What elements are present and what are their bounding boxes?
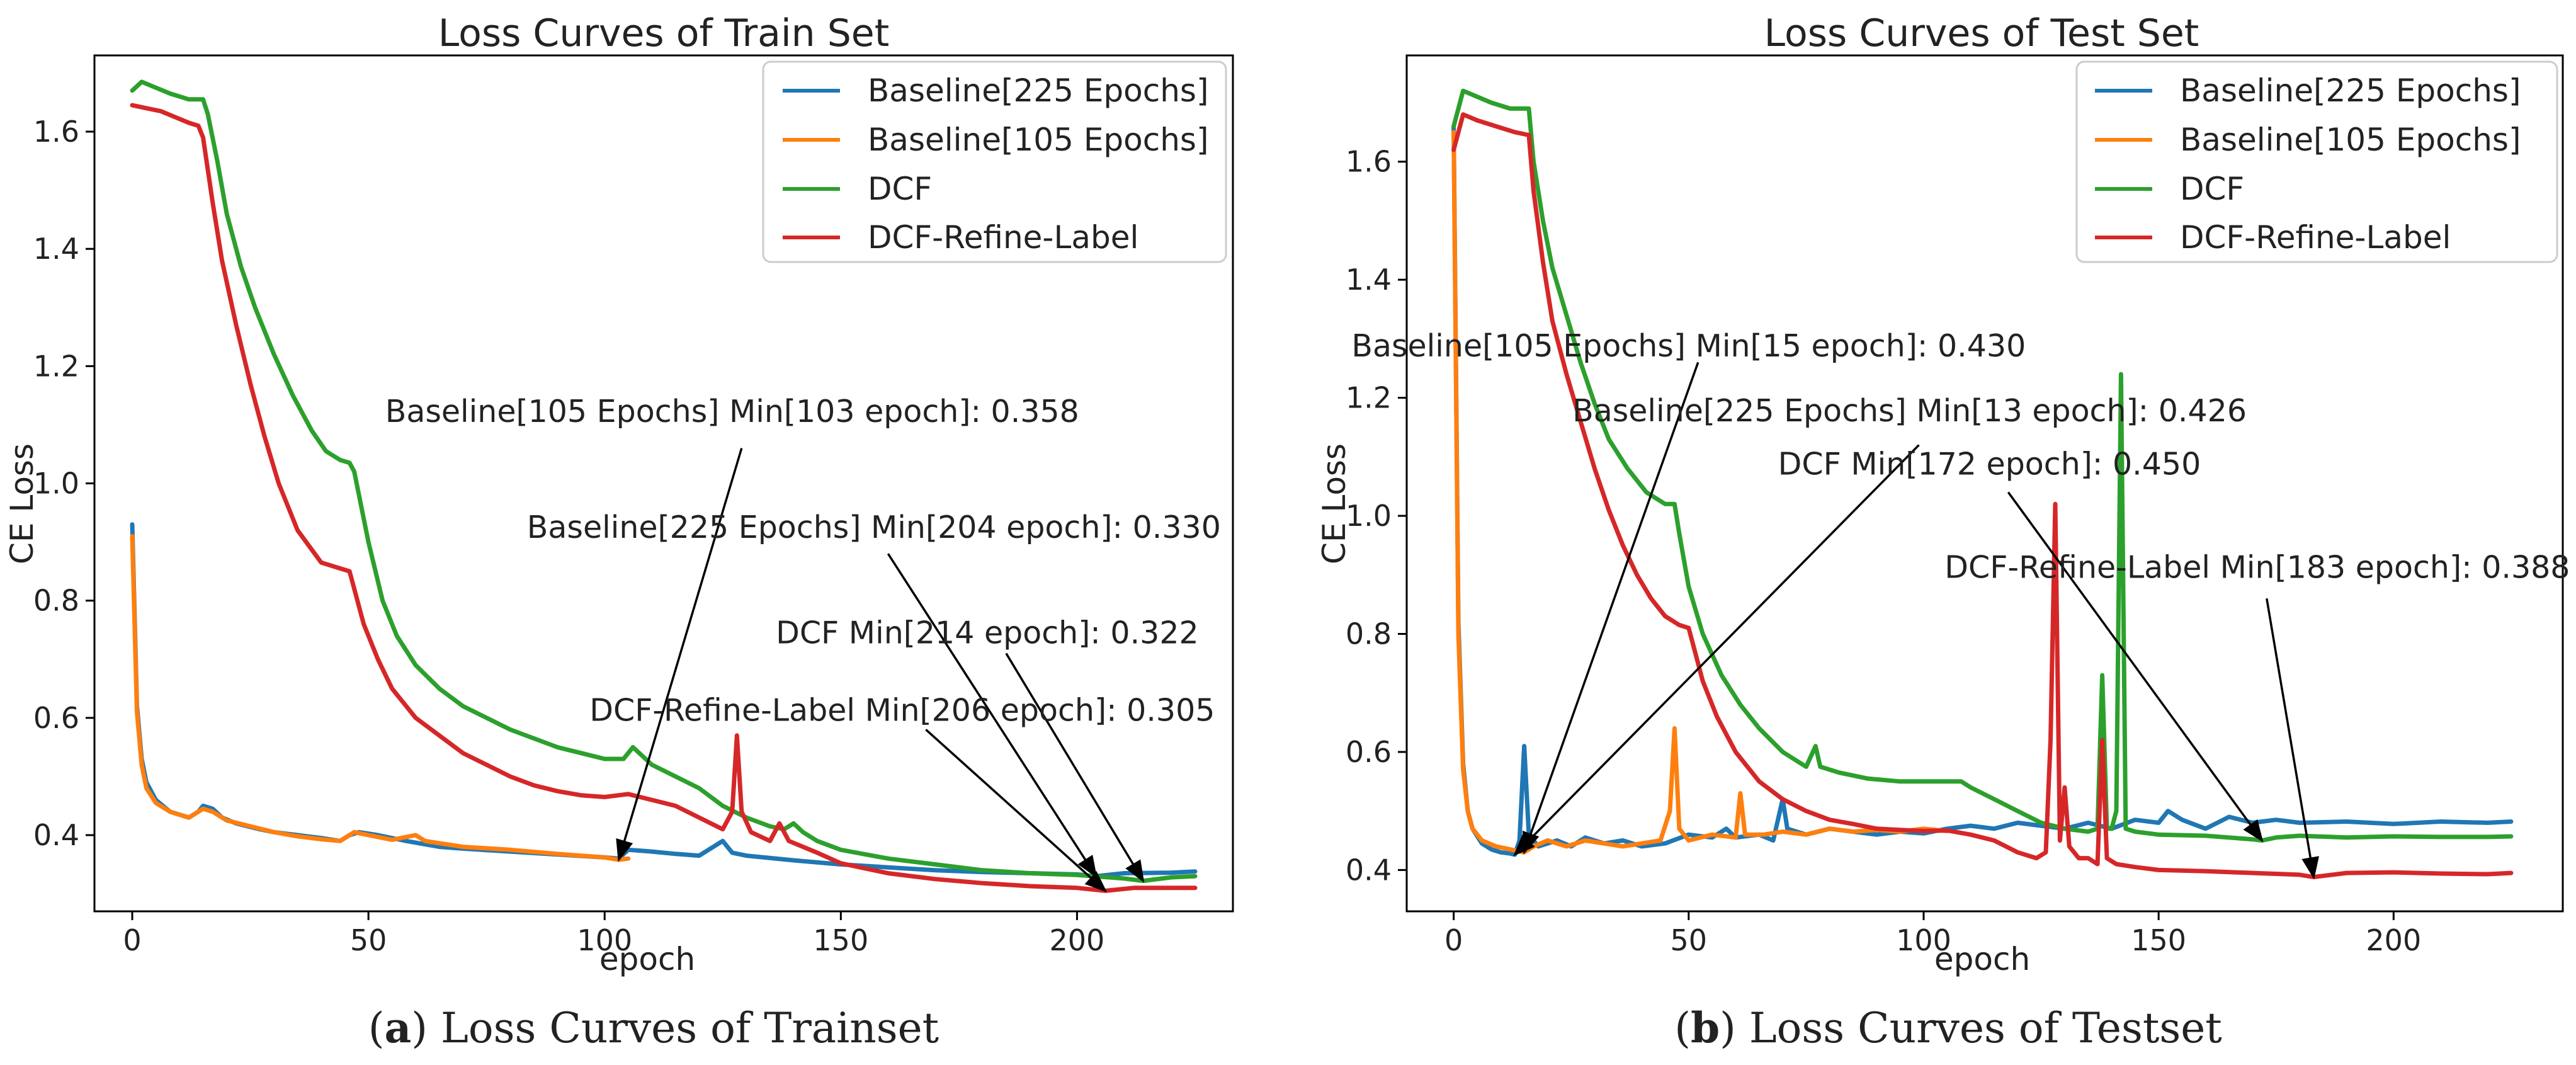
test-annotation-label: DCF-Refine-Label Min[183 epoch]: 0.388 xyxy=(1944,549,2570,585)
test-x-tick-label: 150 xyxy=(2131,923,2186,957)
train-caption: (a) Loss Curves of Trainset xyxy=(368,1003,939,1052)
test-legend-label-baseline105: Baseline[105 Epochs] xyxy=(2180,122,2521,158)
test-x-tick-label: 100 xyxy=(1896,923,1951,957)
test-caption-text: Loss Curves of Testset xyxy=(1749,1004,2222,1052)
train-series-dcf-refine xyxy=(130,103,1198,893)
test-annotation-arrow xyxy=(2007,491,2264,843)
train-x-tick-label: 0 xyxy=(123,923,141,957)
train-annotation-arrow xyxy=(1005,652,1145,883)
train-y-tick-label: 1.0 xyxy=(33,467,79,501)
test-annotation-label: DCF Min[172 epoch]: 0.450 xyxy=(1778,446,2201,482)
test-y-tick-label: 1.2 xyxy=(1346,381,1392,415)
test-annotation-arrow xyxy=(2266,598,2320,880)
train-legend-label-baseline105: Baseline[105 Epochs] xyxy=(868,122,1208,158)
train-legend-label-dcf: DCF xyxy=(868,171,932,207)
train-legend-label-dcf-refine: DCF-Refine-Label xyxy=(868,219,1138,256)
test-annotation-label: Baseline[105 Epochs] Min[15 epoch]: 0.43… xyxy=(1351,328,2026,364)
test-y-tick-label: 0.4 xyxy=(1346,853,1392,887)
train-x-tick-label: 200 xyxy=(1050,923,1105,957)
train-annotations-group: Baseline[105 Epochs] Min[103 epoch]: 0.3… xyxy=(385,394,1221,892)
test-x-tick-label: 0 xyxy=(1444,923,1463,957)
train-series-baseline105 xyxy=(130,533,631,862)
train-series-group xyxy=(130,79,1198,893)
train-y-tick-label: 0.8 xyxy=(33,584,79,618)
test-legend-label-baseline225: Baseline[225 Epochs] xyxy=(2180,72,2521,109)
train-y-axis-label: CE Loss xyxy=(4,443,40,564)
train-series-dcf xyxy=(130,79,1198,884)
test-annotation-arrow xyxy=(1522,362,1699,855)
train-caption-label: a xyxy=(385,1003,412,1052)
test-plot-frame xyxy=(1405,54,2564,913)
train-axis-ticks: 0 50 100 150 200 0.4 0.6 0.8 1.0 1.2 1.4 1.6 xyxy=(33,115,1104,957)
train-annotation-label: DCF Min[214 epoch]: 0.322 xyxy=(776,615,1199,651)
test-series-baseline105 xyxy=(1451,130,1949,855)
test-x-tick-label: 200 xyxy=(2366,923,2421,957)
test-y-tick-label: 1.4 xyxy=(1346,263,1392,297)
test-caption-label: b xyxy=(1691,1003,1720,1052)
test-loss-chart: Loss Curves of Test Set 0 50 100 150 2000.40… xyxy=(1316,11,2570,1052)
test-legend-box xyxy=(2075,60,2558,263)
test-series-dcf xyxy=(1451,88,2514,843)
test-y-tick-label: 1.0 xyxy=(1346,499,1392,533)
test-axis-ticks: 0 50 100 150 200 0.4 0.6 0.8 1.0 1.2 1.4 1.6 xyxy=(1346,145,2421,957)
train-x-axis-label: epoch xyxy=(599,941,695,977)
train-legend-box xyxy=(762,60,1227,263)
train-annotation-arrow xyxy=(925,729,1108,892)
train-y-tick-label: 0.4 xyxy=(33,818,79,852)
train-y-tick-label: 1.6 xyxy=(33,115,79,149)
test-legend-label-dcf: DCF xyxy=(2180,171,2244,207)
train-y-tick-label: 1.2 xyxy=(33,349,79,383)
train-annotation-arrow xyxy=(887,553,1098,879)
train-y-tick-label: 1.4 xyxy=(33,232,79,266)
train-caption-text: Loss Curves of Trainset xyxy=(441,1004,939,1052)
train-y-tick-label: 0.6 xyxy=(33,701,79,735)
train-annotation-label: Baseline[105 Epochs] Min[103 epoch]: 0.3… xyxy=(385,394,1079,430)
train-x-tick-label: 100 xyxy=(577,923,632,957)
train-x-tick-label: 150 xyxy=(813,923,868,957)
test-x-axis-label: epoch xyxy=(1934,941,2030,977)
test-legend-label-dcf-refine: DCF-Refine-Label xyxy=(2180,219,2451,256)
test-y-axis-label: CE Loss xyxy=(1316,443,1353,564)
test-x-tick-label: 50 xyxy=(1671,923,1708,957)
test-annotation-label: Baseline[225 Epochs] Min[13 epoch]: 0.42… xyxy=(1572,393,2247,429)
test-caption: (b) Loss Curves of Testset xyxy=(1674,1003,2222,1052)
test-y-tick-label: 1.6 xyxy=(1346,145,1392,179)
train-chart-title: Loss Curves of Train Set xyxy=(438,11,889,55)
test-annotations-group: Baseline[105 Epochs] Min[15 epoch]: 0.43… xyxy=(1351,328,2570,880)
train-legend-label-baseline225: Baseline[225 Epochs] xyxy=(868,72,1208,109)
test-y-tick-label: 0.6 xyxy=(1346,735,1392,769)
train-legend: Baseline[225 Epochs] Baseline[105 Epochs… xyxy=(762,60,1227,263)
train-x-tick-label: 50 xyxy=(350,923,387,957)
test-annotation-arrow xyxy=(1513,444,1920,857)
train-annotation-label: Baseline[225 Epochs] Min[204 epoch]: 0.3… xyxy=(527,510,1221,545)
train-loss-chart: Loss Curves of Train Set 0 50 100 150 200 0.4… xyxy=(4,11,1234,1052)
train-annotation-arrow xyxy=(616,448,743,862)
train-annotation-label: DCF-Refine-Label Min[206 epoch]: 0.305 xyxy=(589,692,1215,728)
test-legend: Baseline[225 Epochs] Baseline[105 Epochs… xyxy=(2075,60,2558,263)
test-chart-title: Loss Curves of Test Set xyxy=(1764,11,2199,55)
test-y-tick-label: 0.8 xyxy=(1346,617,1392,651)
test-series-dcf-refine xyxy=(1451,112,2514,880)
